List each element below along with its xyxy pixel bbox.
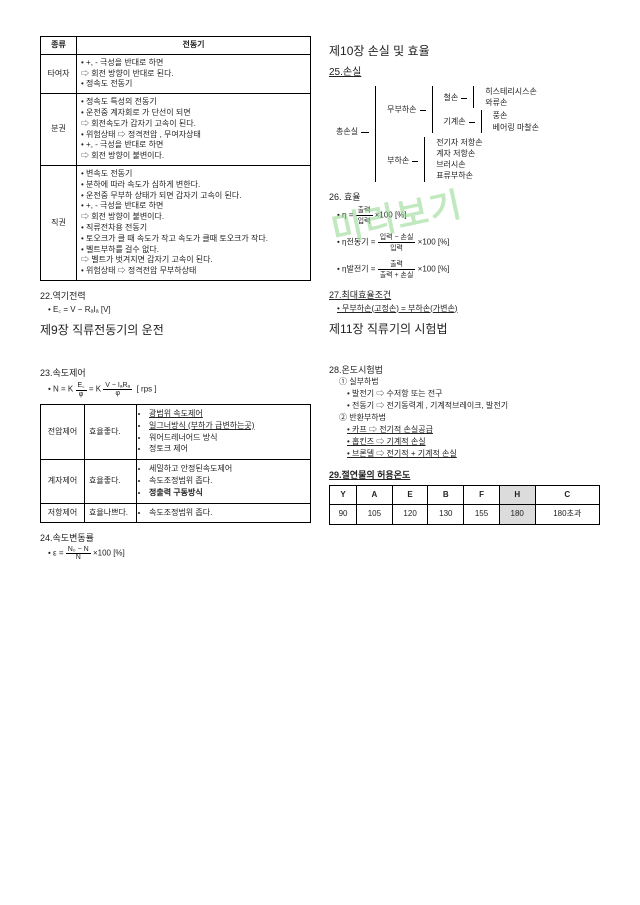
page-columns: 종류 전동기 타여자 • +, - 극성을 반대로 하면 ⇨ 회전 방향이 반대… bbox=[40, 36, 600, 567]
sec-23-eq: • N = K E꜀φ = K V − IₐRₐφ [ rps ] bbox=[48, 381, 311, 398]
table-row: 전압제어 효율좋다. 광범위 속도제어 일그너방식 (부하가 급변하는곳) 워어… bbox=[41, 404, 311, 459]
motor-table-head-type: 종류 bbox=[41, 37, 77, 55]
eff-eq-2: • η전동기 = 입력 − 손실입력 ×100 [%] bbox=[337, 232, 600, 253]
chapter-11-title: 제11장 직류기의 시험법 bbox=[329, 320, 600, 337]
table-row: 분권 • 정속도 특성의 전동기 • 운전중 계자회로 가 단선이 되면 ⇨ 회… bbox=[41, 94, 311, 166]
table-row: 저항제어 효율나쁘다. 속도조정범위 좁다. bbox=[41, 503, 311, 523]
chapter-9-title: 제9장 직류전동기의 운전 bbox=[40, 321, 311, 338]
sec-27-title: 27.최대효율조건 bbox=[329, 288, 600, 301]
row-label: 직권 bbox=[41, 165, 77, 280]
table-row: 90 105 120 130 155 180 180초과 bbox=[330, 505, 600, 525]
row-content: • 변속도 전동기 • 분하에 따라 속도가 심하게 변한다. • 운전중 무부… bbox=[77, 165, 311, 280]
table-row: 계자제어 효율좋다. 세밀하고 안정된속도제어 속도조정범위 좁다. 정출력 구… bbox=[41, 460, 311, 503]
sec-24-title: 24.속도변동률 bbox=[40, 531, 311, 544]
row-label: 분권 bbox=[41, 94, 77, 166]
sec-22-eq: • E꜀ = V − RₐIₐ [V] bbox=[48, 304, 311, 315]
sec-27-line: • 무부하손(고정손) = 부하손(가변손) bbox=[337, 303, 600, 314]
eff-eq-1: • η = 출력입력 ×100 [%] bbox=[337, 205, 600, 226]
row-label: 타여자 bbox=[41, 54, 77, 93]
right-column: 제10장 손실 및 효율 25.손실 총손실 무부하손 철손 bbox=[329, 36, 600, 567]
loss-tree: 총손실 무부하손 철손 히스테리시스손 와류손 bbox=[331, 82, 600, 182]
row-content: • 정속도 특성의 전동기 • 운전중 계자회로 가 단선이 되면 ⇨ 회전속도… bbox=[77, 94, 311, 166]
sec-24-eq: • ε = N₀ − NN ×100 [%] bbox=[48, 546, 311, 561]
table-row: 직권 • 변속도 전동기 • 분하에 따라 속도가 심하게 변한다. • 운전중… bbox=[41, 165, 311, 280]
sec-25-title: 25.손실 bbox=[329, 63, 600, 78]
speed-control-table: 전압제어 효율좋다. 광범위 속도제어 일그너방식 (부하가 급변하는곳) 워어… bbox=[40, 404, 311, 523]
insulation-temp-table: Y A E B F H C 90 105 120 130 155 180 180… bbox=[329, 485, 600, 526]
sec-23-title: 23.속도제어 bbox=[40, 366, 311, 379]
left-column: 종류 전동기 타여자 • +, - 극성을 반대로 하면 ⇨ 회전 방향이 반대… bbox=[40, 36, 311, 567]
table-row: Y A E B F H C bbox=[330, 485, 600, 505]
eff-eq-3: • η발전기 = 출력출력 + 손실 ×100 [%] bbox=[337, 259, 600, 280]
table-row: 타여자 • +, - 극성을 반대로 하면 ⇨ 회전 방향이 반대로 된다. •… bbox=[41, 54, 311, 93]
row-content: • +, - 극성을 반대로 하면 ⇨ 회전 방향이 반대로 된다. • 정속도… bbox=[77, 54, 311, 93]
sec-28-body: ① 실부하법 • 발전기 ⇨ 수저항 또는 전구 • 전동기 ⇨ 전기동력계 ,… bbox=[329, 376, 600, 460]
sec-22-title: 22.역기전력 bbox=[40, 289, 311, 302]
sec-28-title: 28.온도시험법 bbox=[329, 363, 600, 376]
motor-table-head-motor: 전동기 bbox=[77, 37, 311, 55]
sec-29-title: 29.절연물의 허용온도 bbox=[329, 468, 600, 481]
motor-types-table: 종류 전동기 타여자 • +, - 극성을 반대로 하면 ⇨ 회전 방향이 반대… bbox=[40, 36, 311, 281]
sec-26-title: 26. 효율 bbox=[329, 190, 600, 203]
chapter-10-title: 제10장 손실 및 효율 bbox=[329, 42, 600, 59]
